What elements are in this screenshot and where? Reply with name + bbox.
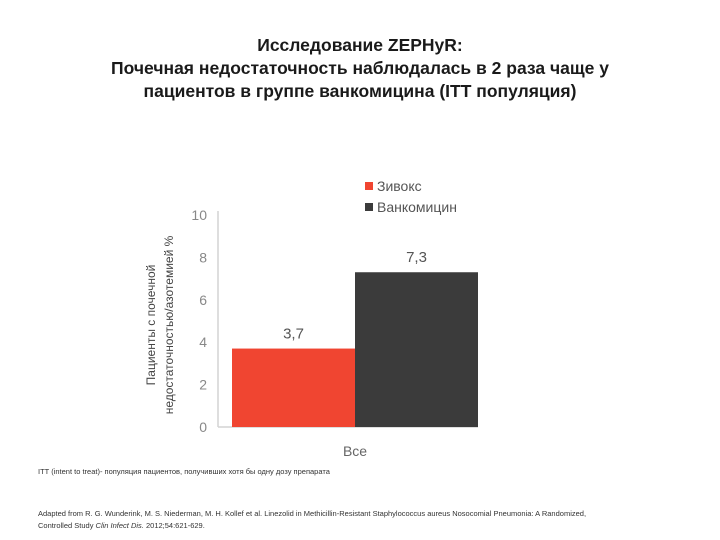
y-tick-label-8: 8 [199, 249, 207, 265]
title-line-3: пациентов в группе ванкомицина (ITT попу… [143, 81, 577, 101]
title-line-1: Исследование ZEPHyR: [257, 35, 463, 55]
y-tick-label-6: 6 [199, 292, 207, 308]
bar-vancomycin [355, 272, 478, 427]
source-line-1: Adapted from R. G. Wunderink, M. S. Nied… [38, 509, 587, 518]
title-line-2: Почечная недостаточность наблюдалась в 2… [111, 58, 609, 78]
chart-title: Исследование ZEPHyR: Почечная недостаточ… [40, 34, 680, 103]
source-journal: Clin Infect Dis. [95, 521, 144, 530]
source-citation: Adapted from R. G. Wunderink, M. S. Nied… [38, 508, 698, 532]
data-label-zyvox: 3,7 [283, 326, 304, 343]
y-tick-label-0: 0 [199, 419, 207, 435]
footnote: ITT (intent to treat)- популяция пациент… [38, 467, 330, 476]
legend-swatch-vancomycin [365, 203, 373, 211]
y-axis-label-line-1: Пациенты с почечной [144, 265, 158, 386]
y-tick-label-4: 4 [199, 334, 207, 350]
data-label-vancomycin: 7,3 [406, 249, 427, 266]
bar-chart: 0 2 4 6 8 10 Пациенты с почечной недостаточност… [144, 178, 478, 459]
legend-label-vancomycin: Ванкомицин [377, 199, 457, 215]
y-tick-label-10: 10 [191, 207, 207, 223]
y-axis-label-line-2: недостаточностью/азотемией % [162, 235, 176, 414]
source-line-2-start: Controlled Study [38, 521, 96, 530]
legend-label-zyvox: Зивокс [377, 178, 422, 194]
x-category-label: Все [343, 443, 367, 459]
source-line-2-end: 2012;54:621-629. [143, 521, 205, 530]
legend-swatch-zyvox [365, 182, 373, 190]
bar-zyvox [232, 348, 355, 427]
source-line-2: Controlled Study Clin Infect Dis. 2012;5… [38, 520, 698, 532]
y-tick-label-2: 2 [199, 377, 207, 393]
